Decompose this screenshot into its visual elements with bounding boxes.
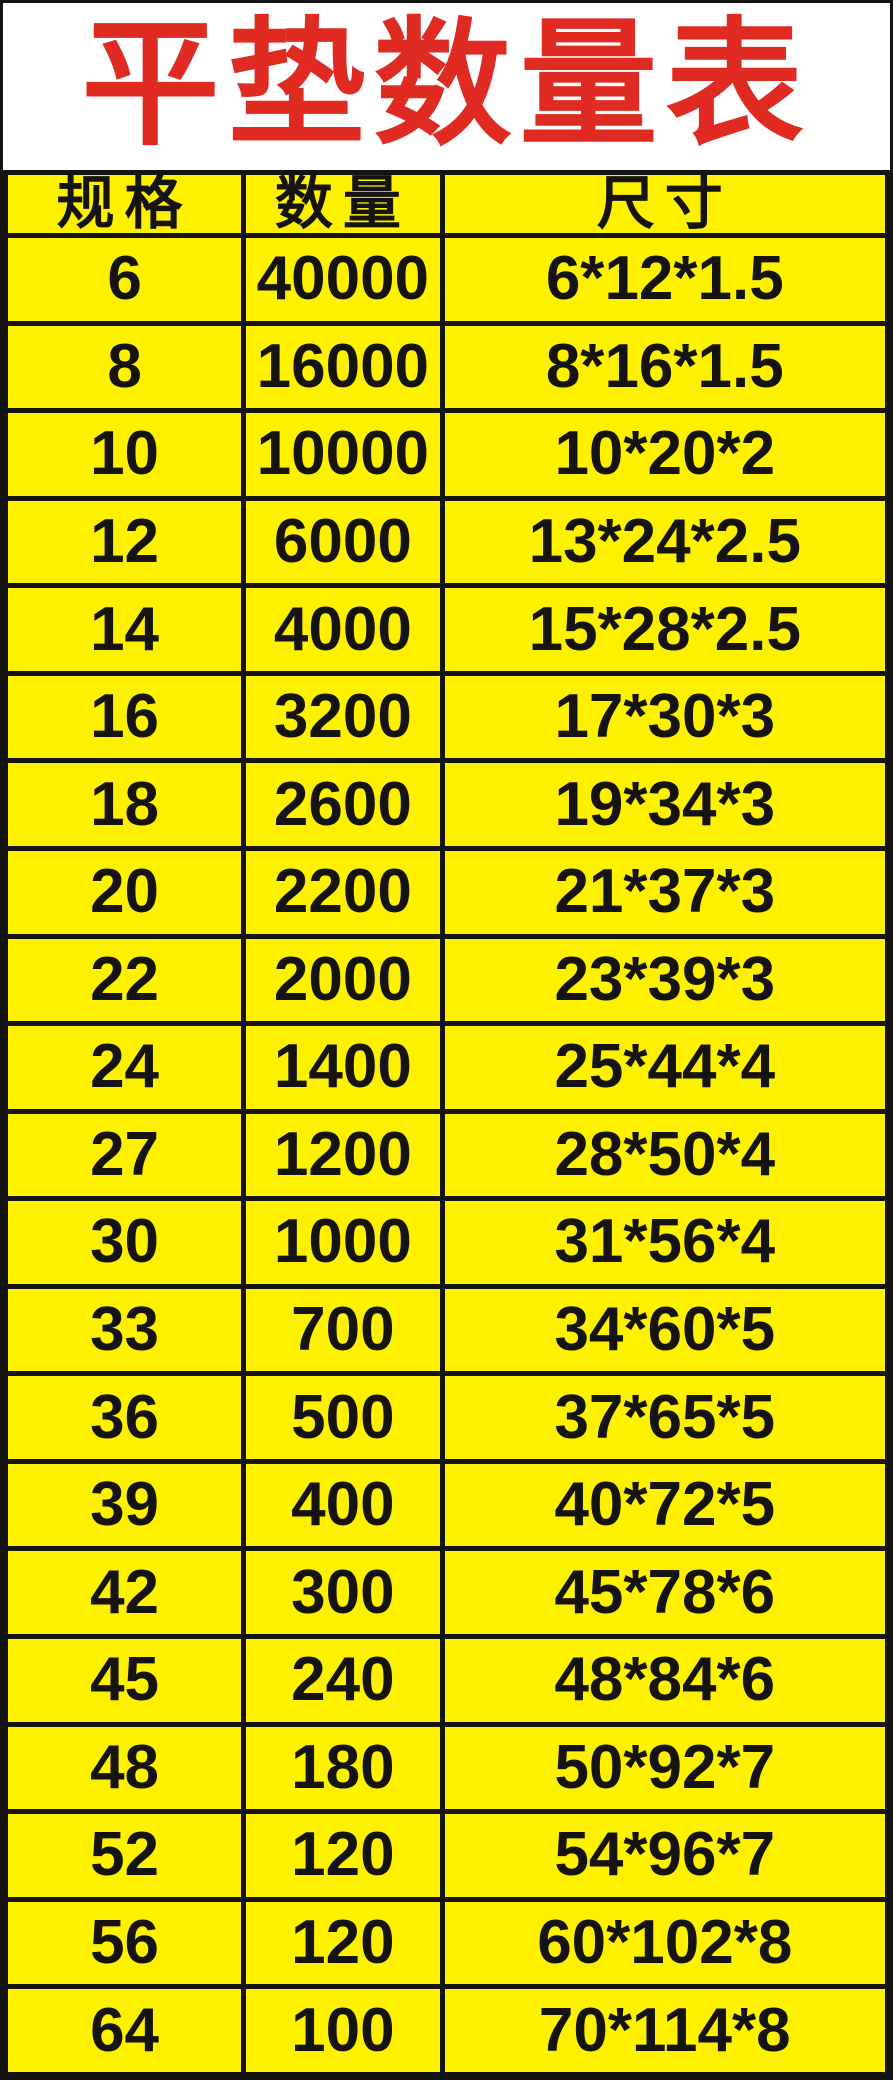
- spec-cell: 36: [3, 1371, 247, 1464]
- size-cell: 15*28*2.5: [439, 583, 890, 676]
- table-row: 16 3200 17*30*3: [3, 670, 890, 764]
- size-cell: 37*65*5: [439, 1371, 890, 1464]
- spec-cell: 14: [3, 583, 247, 676]
- size-cell: 25*44*4: [439, 1021, 890, 1114]
- size-cell: 19*34*3: [439, 758, 890, 851]
- size-cell: 10*20*2: [439, 408, 890, 501]
- size-cell: 31*56*4: [439, 1196, 890, 1289]
- size-cell: 54*96*7: [439, 1809, 890, 1902]
- table-row: 10 10000 10*20*2: [3, 408, 890, 501]
- spec-cell: 48: [3, 1721, 247, 1815]
- table-row: 48 180 50*92*7: [3, 1721, 890, 1815]
- table-row: 45 240 48*84*6: [3, 1634, 890, 1727]
- table-row: 8 16000 8*16*1.5: [3, 320, 890, 414]
- header-size: 尺寸: [439, 170, 890, 238]
- table-row: 33 700 34*60*5: [3, 1283, 890, 1377]
- size-cell: 40*72*5: [439, 1458, 890, 1552]
- table-row: 22 2000 23*39*3: [3, 933, 890, 1027]
- spec-cell: 22: [3, 933, 247, 1027]
- spec-cell: 6: [3, 233, 247, 326]
- table-row: 18 2600 19*34*3: [3, 758, 890, 851]
- spec-cell: 8: [3, 320, 247, 414]
- qty-cell: 700: [241, 1283, 445, 1377]
- spec-cell: 56: [3, 1896, 247, 1990]
- qty-cell: 6000: [241, 495, 445, 589]
- qty-cell: 240: [241, 1634, 445, 1727]
- spec-cell: 10: [3, 408, 247, 501]
- table-row: 52 120 54*96*7: [3, 1809, 890, 1902]
- spec-cell: 27: [3, 1108, 247, 1202]
- size-cell: 6*12*1.5: [439, 233, 890, 326]
- qty-cell: 1400: [241, 1021, 445, 1114]
- qty-cell: 1000: [241, 1196, 445, 1289]
- size-cell: 60*102*8: [439, 1896, 890, 1990]
- spec-cell: 33: [3, 1283, 247, 1377]
- qty-cell: 180: [241, 1721, 445, 1815]
- table-row: 64 100 70*114*8: [3, 1984, 890, 2077]
- sign-title: 平垫数量表: [81, 7, 812, 162]
- spec-cell: 24: [3, 1021, 247, 1114]
- qty-cell: 3200: [241, 670, 445, 764]
- qty-cell: 2000: [241, 933, 445, 1027]
- size-cell: 48*84*6: [439, 1634, 890, 1727]
- spec-cell: 45: [3, 1634, 247, 1727]
- spec-cell: 52: [3, 1809, 247, 1902]
- spec-cell: 64: [3, 1984, 247, 2077]
- table-row: 30 1000 31*56*4: [3, 1196, 890, 1289]
- table-row: 24 1400 25*44*4: [3, 1021, 890, 1114]
- size-cell: 34*60*5: [439, 1283, 890, 1377]
- qty-cell: 40000: [241, 233, 445, 326]
- qty-cell: 400: [241, 1458, 445, 1552]
- spec-cell: 12: [3, 495, 247, 589]
- qty-cell: 2200: [241, 845, 445, 939]
- size-cell: 8*16*1.5: [439, 320, 890, 414]
- qty-cell: 120: [241, 1809, 445, 1902]
- spec-cell: 39: [3, 1458, 247, 1552]
- qty-cell: 1200: [241, 1108, 445, 1202]
- spec-cell: 20: [3, 845, 247, 939]
- size-cell: 28*50*4: [439, 1108, 890, 1202]
- table-row: 14 4000 15*28*2.5: [3, 583, 890, 676]
- table-row: 6 40000 6*12*1.5: [3, 233, 890, 326]
- table-row: 12 6000 13*24*2.5: [3, 495, 890, 589]
- table-row: 20 2200 21*37*3: [3, 845, 890, 939]
- title-band: 平垫数量表: [3, 3, 890, 170]
- table-row: 36 500 37*65*5: [3, 1371, 890, 1464]
- header-qty: 数量: [241, 170, 445, 238]
- size-cell: 45*78*6: [439, 1546, 890, 1639]
- size-cell: 70*114*8: [439, 1984, 890, 2077]
- spec-cell: 30: [3, 1196, 247, 1289]
- qty-cell: 10000: [241, 408, 445, 501]
- spec-cell: 18: [3, 758, 247, 851]
- size-cell: 21*37*3: [439, 845, 890, 939]
- spec-cell: 16: [3, 670, 247, 764]
- qty-cell: 2600: [241, 758, 445, 851]
- qty-cell: 16000: [241, 320, 445, 414]
- size-cell: 23*39*3: [439, 933, 890, 1027]
- qty-cell: 500: [241, 1371, 445, 1464]
- qty-cell: 100: [241, 1984, 445, 2077]
- table-row: 39 400 40*72*5: [3, 1458, 890, 1552]
- qty-cell: 120: [241, 1896, 445, 1990]
- size-cell: 17*30*3: [439, 670, 890, 764]
- qty-cell: 300: [241, 1546, 445, 1639]
- table-row: 27 1200 28*50*4: [3, 1108, 890, 1202]
- size-cell: 13*24*2.5: [439, 495, 890, 589]
- header-spec: 规格: [3, 170, 247, 238]
- spec-cell: 42: [3, 1546, 247, 1639]
- qty-cell: 4000: [241, 583, 445, 676]
- quantity-table: 规格 数量 尺寸 6 40000 6*12*1.5 8 16000 8*16*1.5 10 1…: [3, 170, 890, 2077]
- header-row: 规格 数量 尺寸: [3, 170, 890, 238]
- size-cell: 50*92*7: [439, 1721, 890, 1815]
- table-row: 56 120 60*102*8: [3, 1896, 890, 1990]
- table-row: 42 300 45*78*6: [3, 1546, 890, 1639]
